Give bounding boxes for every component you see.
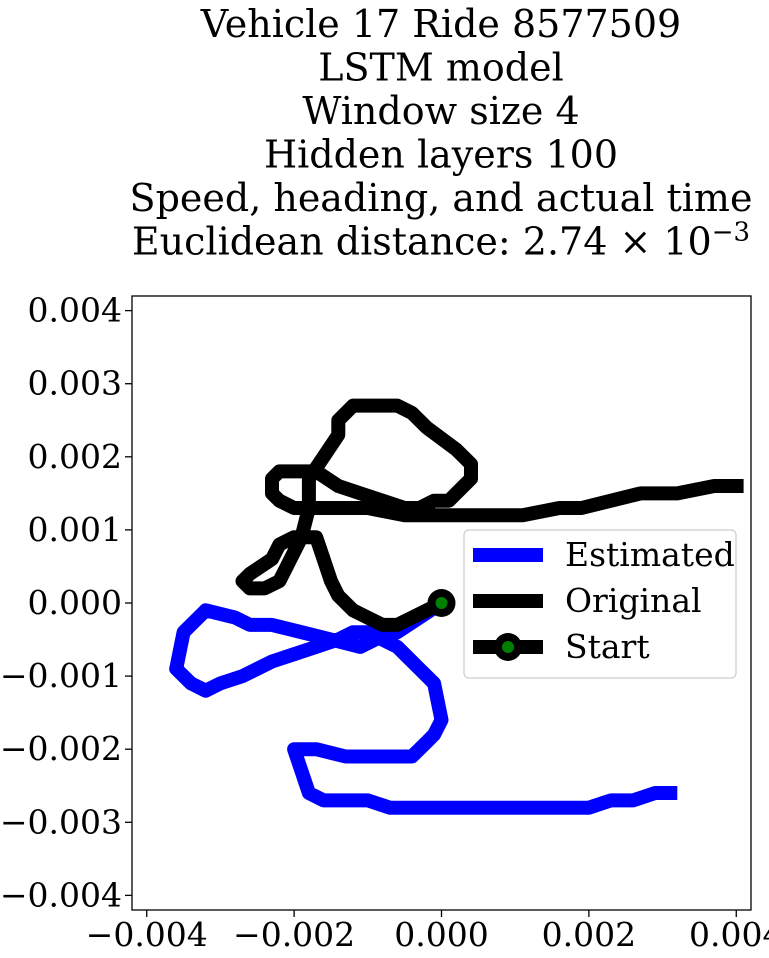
y-tick-label: 0.002	[28, 437, 122, 476]
x-tick-label: −0.002	[233, 915, 355, 954]
x-axis: −0.004 −0.002 0.000 0.002 0.004	[86, 910, 769, 954]
y-tick-label: −0.001	[0, 656, 122, 695]
legend: Estimated Original Start	[463, 529, 737, 679]
x-tick-label: 0.004	[689, 915, 769, 954]
title-line-3: Window size 4	[302, 89, 579, 133]
title-line-2: LSTM model	[318, 46, 563, 90]
y-tick-label: 0.000	[28, 583, 122, 622]
y-axis: 0.004 0.003 0.002 0.001 0.000 −0.001 −0.002 −0.…	[0, 291, 132, 914]
y-tick-label: 0.003	[28, 364, 122, 403]
y-tick-label: −0.004	[0, 875, 122, 914]
y-tick-label: −0.002	[0, 729, 122, 768]
x-tick-label: −0.004	[86, 915, 208, 954]
x-tick-label: 0.002	[542, 915, 636, 954]
title-line-5: Speed, heading, and actual time	[130, 176, 753, 220]
series-line-original	[235, 398, 744, 632]
title-line-6: Euclidean distance: 2.74 × 10−3	[132, 218, 750, 264]
legend-label-original: Original	[565, 581, 702, 620]
legend-start-marker-inner	[502, 641, 514, 653]
legend-label-start: Start	[565, 627, 650, 666]
title-line-1: Vehicle 17 Ride 8577509	[200, 2, 681, 46]
series-line-estimated	[169, 597, 678, 815]
start-marker-inner	[435, 597, 448, 609]
x-tick-label: 0.000	[394, 915, 488, 954]
series-group	[169, 398, 744, 815]
y-tick-label: 0.001	[28, 510, 122, 549]
legend-label-estimated: Estimated	[565, 535, 735, 574]
title-line-4: Hidden layers 100	[264, 133, 618, 177]
title-exponent: −3	[712, 218, 750, 248]
y-tick-label: −0.003	[0, 802, 122, 841]
y-tick-label: 0.004	[28, 291, 122, 330]
